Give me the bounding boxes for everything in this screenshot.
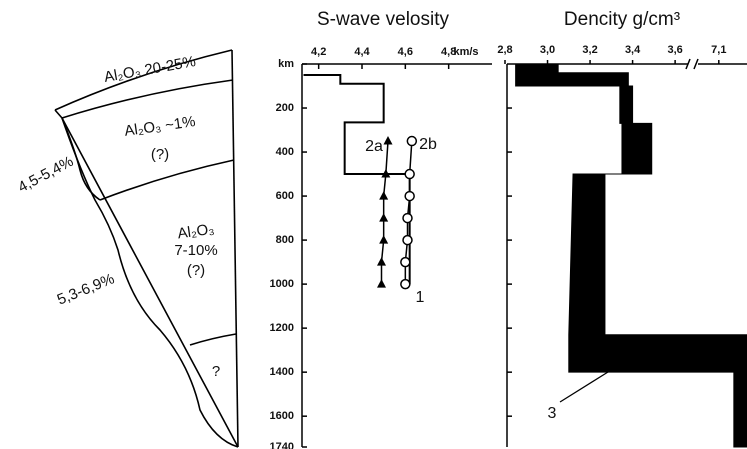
series-label: 1 <box>416 289 425 306</box>
crust-boundary <box>61 79 234 119</box>
y-tick-label: 1740 <box>270 441 294 449</box>
x-tick-label: 3,0 <box>540 44 555 56</box>
circle-marker <box>404 168 415 180</box>
x-tick-label: 4,2 <box>311 46 326 58</box>
x-tick-label: 4,8 <box>441 46 456 58</box>
axis-break <box>685 58 699 70</box>
circle-marker <box>406 135 418 147</box>
diagram-label: Al₂O₃ 20-25% <box>103 53 197 86</box>
profile-line <box>303 74 411 285</box>
x-tick-label: 3,2 <box>582 44 597 56</box>
y-tick-label: 400 <box>276 146 294 158</box>
x-tick-label: 4,4 <box>354 46 370 58</box>
series-label: 2b <box>419 136 437 153</box>
chart-title: S-wave velosity <box>317 9 449 30</box>
y-tick-label: 1200 <box>270 322 294 334</box>
wedge-left-edge <box>61 117 239 448</box>
circle-marker <box>402 234 413 246</box>
triangle-marker <box>383 136 393 145</box>
diagram-label: (?) <box>151 146 169 163</box>
y-tick-label: km <box>278 58 294 70</box>
triangle-marker <box>379 191 389 200</box>
x-axis-label: km/s <box>453 46 478 58</box>
y-tick-label: 1000 <box>270 278 294 290</box>
y-tick-label: 1600 <box>270 410 294 422</box>
circle-marker <box>400 278 411 290</box>
wedge-edge <box>54 109 63 119</box>
y-tick-label: 800 <box>276 234 294 246</box>
diagram-label: Al₂O₃ ~1% <box>123 113 196 140</box>
wedge <box>54 49 239 448</box>
y-tick-label: 600 <box>276 190 294 202</box>
wedge-right-edge <box>231 49 239 448</box>
series-label: 2a <box>365 138 383 155</box>
triangle-marker <box>379 213 389 222</box>
x-tick-label: 3,4 <box>625 44 641 56</box>
x-tick-label: 2,8 <box>497 44 512 56</box>
triangle-marker <box>381 169 391 178</box>
x-tick-label: 4,6 <box>398 46 413 58</box>
outer-arc <box>54 49 233 111</box>
circle-marker <box>402 212 413 224</box>
diagram-label: 5,3-6,9% <box>55 270 117 308</box>
diagram-label: (?) <box>187 262 205 279</box>
diagram-label: ? <box>212 363 220 380</box>
y-tick-label: 200 <box>276 102 294 114</box>
layer-boundary <box>99 159 235 201</box>
y-tick-label: 1400 <box>270 366 294 378</box>
triangle-marker <box>379 235 389 244</box>
circle-marker <box>400 256 411 268</box>
x-tick-label: 3,6 <box>667 44 682 56</box>
circle-marker <box>404 190 415 202</box>
annotation-line <box>559 371 609 403</box>
density-range <box>515 63 747 448</box>
bracket-curve <box>61 117 101 201</box>
diagram-label: 4,5-5,4% <box>15 153 76 196</box>
triangle-marker <box>377 257 386 266</box>
x-tick-label: 7,1 <box>711 44 726 56</box>
diagram-label: Al₂O₃ <box>176 220 215 242</box>
annotation: 3 <box>548 405 557 422</box>
chart-title: Dencity g/cm³ <box>564 9 680 30</box>
bracket-curve <box>61 117 239 448</box>
triangle-marker <box>377 279 386 288</box>
diagram-label: 7-10% <box>174 242 217 259</box>
layer-boundary <box>189 333 237 346</box>
